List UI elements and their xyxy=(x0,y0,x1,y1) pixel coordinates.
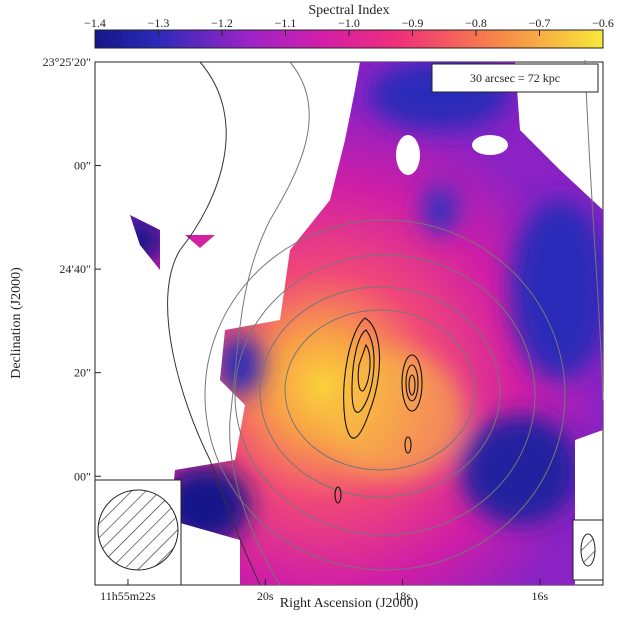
x-axis-label: Right Ascension (J2000) xyxy=(280,596,419,611)
y-axis-label: Declination (J2000) xyxy=(9,267,24,379)
core-contours xyxy=(334,317,423,504)
y-tick-label: 00″ xyxy=(74,469,91,483)
x-tick-label: 16s xyxy=(532,589,549,603)
colorbar-tick-label: −1.0 xyxy=(338,16,360,30)
x-tick-label: 18s xyxy=(394,589,411,603)
beam xyxy=(97,489,179,571)
y-tick-label: 20″ xyxy=(74,366,91,380)
scale-box xyxy=(431,63,599,93)
y-tick-label: 00″ xyxy=(74,159,91,173)
colorbar-tick-label: −0.7 xyxy=(529,16,551,30)
y-tick-label: 23°25′20″ xyxy=(43,55,91,69)
colorbar-tick-label: −0.8 xyxy=(465,16,487,30)
colorbar-tick-label: −1.3 xyxy=(148,16,170,30)
beam-small xyxy=(580,533,596,567)
colorbar-label: Spectral Index xyxy=(308,3,389,18)
x-tick-label: 20s xyxy=(257,589,274,603)
colorbar-tick-label: −1.4 xyxy=(84,16,106,30)
scale-bar-label: 30 arcsec = 72 kpc xyxy=(470,71,560,85)
contours xyxy=(167,59,604,586)
colorbar-tick-label: −0.6 xyxy=(592,16,614,30)
x-tick-label: 11h55m22s xyxy=(100,589,156,603)
colorbar-tick-label: −0.9 xyxy=(402,16,424,30)
colorbar-tick-label: −1.1 xyxy=(275,16,297,30)
colorbar-tick-label: −1.2 xyxy=(211,16,233,30)
y-tick-label: 24′40″ xyxy=(59,262,91,276)
